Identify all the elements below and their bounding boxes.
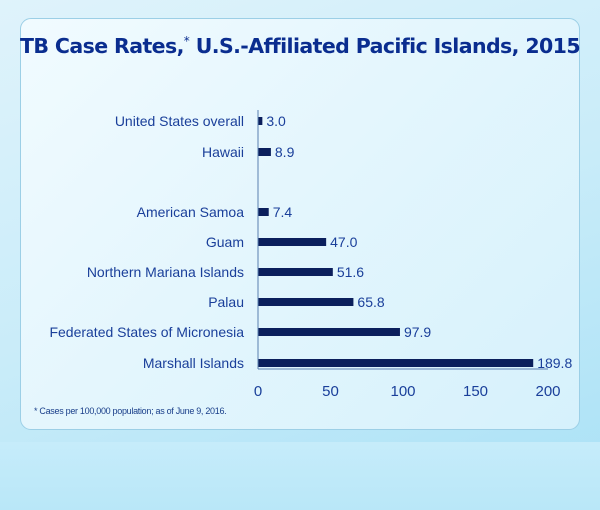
x-tick-label: 100 [390,383,415,400]
x-tick-label: 200 [535,383,560,400]
bar [258,359,534,367]
x-tick-label: 150 [463,383,488,400]
footnote: * Cases per 100,000 population; as of Ju… [34,406,227,416]
category-label: American Samoa [137,204,245,220]
category-label: Guam [206,234,244,250]
category-label: Federated States of Micronesia [49,324,244,340]
value-label: 3.0 [266,113,286,129]
value-label: 65.8 [357,294,384,310]
category-label: Hawaii [202,144,244,160]
bar [258,298,354,306]
value-label: 47.0 [330,234,357,250]
bar [258,268,333,276]
category-label: United States overall [115,113,244,129]
bar [258,328,400,336]
category-label: Palau [208,294,244,310]
category-label: Northern Mariana Islands [87,264,244,280]
bar [258,238,327,246]
value-label: 51.6 [337,264,364,280]
value-label: 8.9 [275,144,295,160]
value-label: 189.8 [537,355,572,371]
bar [258,117,263,125]
bar [258,208,269,216]
x-tick-label: 50 [322,383,339,400]
value-label: 97.9 [404,324,431,340]
category-label: Marshall Islands [143,355,244,371]
value-label: 7.4 [273,204,293,220]
bar [258,148,271,156]
chart-title: TB Case Rates,* U.S.-Affiliated Pacific … [19,34,581,58]
background-band [0,442,600,510]
x-tick-label: 0 [254,383,262,400]
